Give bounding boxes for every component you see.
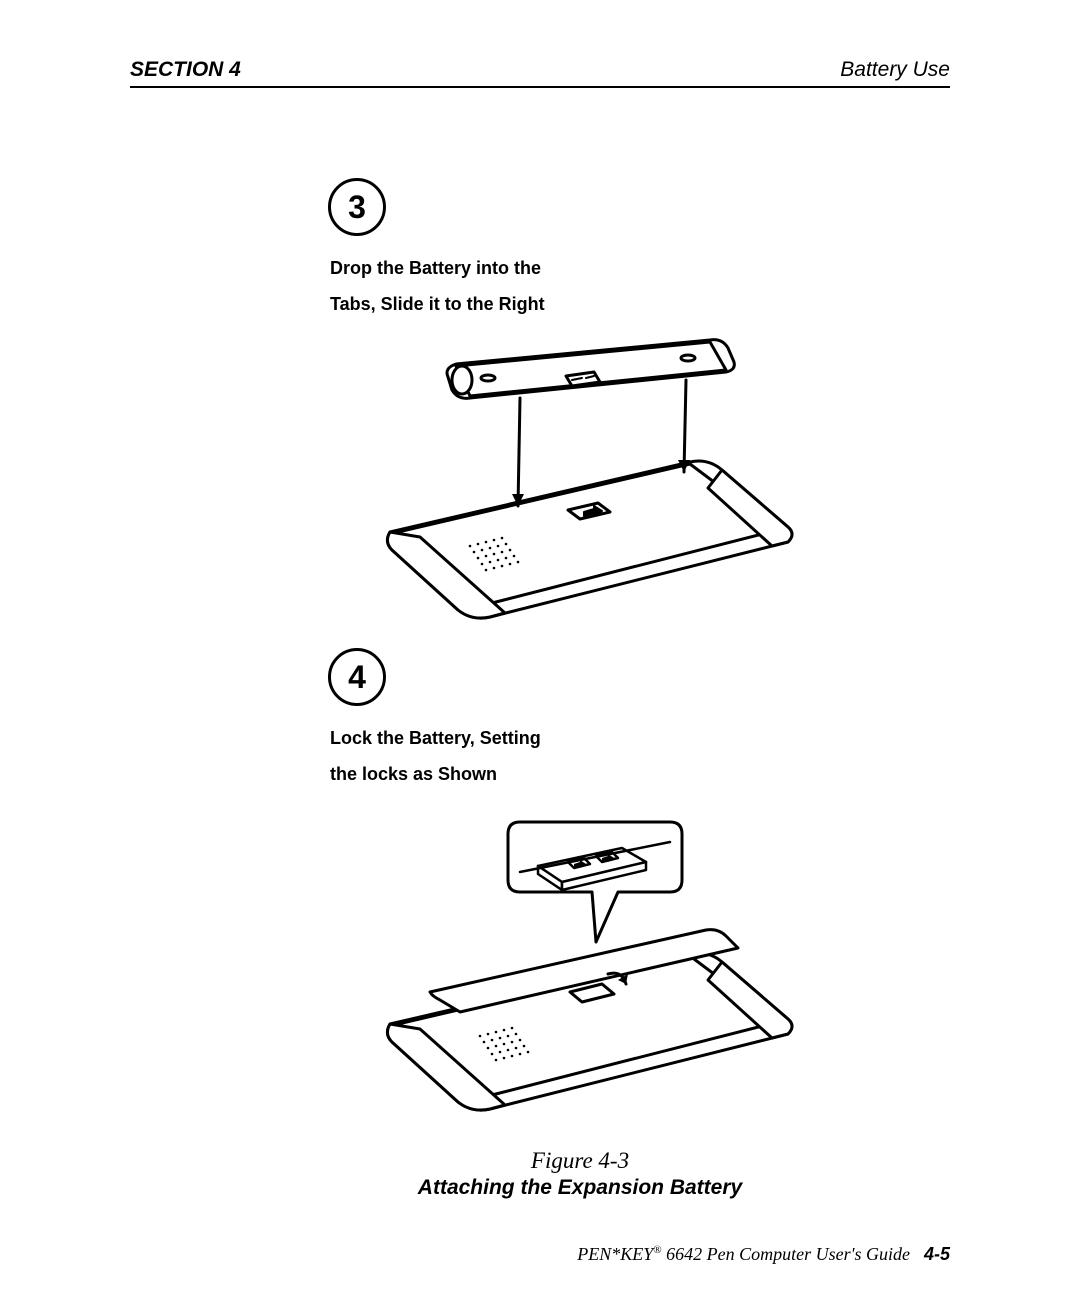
step-4-text: Lock the Battery, Setting the locks as S… <box>330 720 830 792</box>
step-badge-4: 4 <box>328 648 386 706</box>
figure-caption: Attaching the Expansion Battery <box>330 1176 830 1200</box>
registered-mark-icon: ® <box>653 1244 661 1256</box>
step-number: 3 <box>348 189 366 226</box>
step-badge-3: 3 <box>328 178 386 236</box>
page-header: SECTION 4 Battery Use <box>130 58 950 88</box>
footer-product-suffix: 6642 Pen Computer User's Guide <box>662 1244 910 1264</box>
figure-label: Figure 4-3 <box>330 1148 830 1174</box>
step-4-line2: the locks as Shown <box>330 756 830 792</box>
section-label: SECTION 4 <box>130 58 241 82</box>
header-topic: Battery Use <box>840 58 950 82</box>
footer-guide: PEN*KEY® 6642 Pen Computer User's Guide <box>577 1244 910 1265</box>
page-number: 4-5 <box>924 1244 950 1265</box>
step-number: 4 <box>348 659 366 696</box>
step-3-line1: Drop the Battery into the <box>330 250 830 286</box>
step-3-line2: Tabs, Slide it to the Right <box>330 286 830 322</box>
content-area: 3 Drop the Battery into the Tabs, Slide … <box>330 178 830 1200</box>
manual-page: SECTION 4 Battery Use 3 Drop the Battery… <box>0 0 1080 1311</box>
footer-product-prefix: PEN*KEY <box>577 1244 653 1264</box>
step-3-text: Drop the Battery into the Tabs, Slide it… <box>330 250 830 322</box>
illustration-step-3 <box>370 332 800 622</box>
illustration-step-4 <box>370 802 800 1122</box>
step-4-line1: Lock the Battery, Setting <box>330 720 830 756</box>
page-footer: PEN*KEY® 6642 Pen Computer User's Guide … <box>577 1244 950 1265</box>
